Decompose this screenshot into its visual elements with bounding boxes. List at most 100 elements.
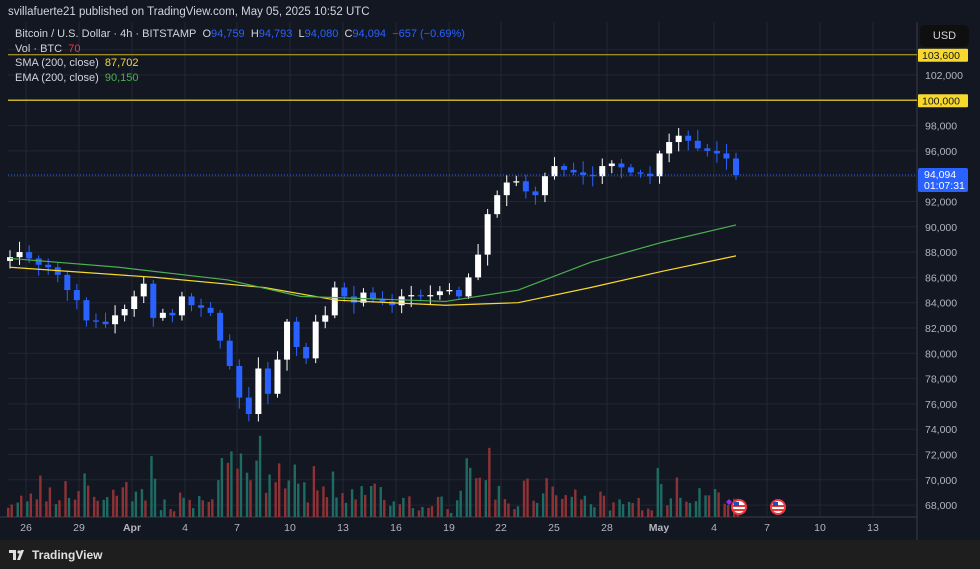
candle-body [494, 195, 501, 215]
volume-bar [469, 467, 472, 517]
volume-bar [694, 501, 698, 517]
volume-bar [277, 463, 281, 517]
volume-bar [436, 496, 440, 517]
price-chart[interactable]: 102,000 98,000 96,000 92,000 90,000 88,000 86,… [0, 22, 980, 540]
candle-body [102, 321, 109, 325]
time-axis-label: 10 [814, 522, 826, 534]
volume-bar [48, 487, 52, 517]
volume-bar [618, 499, 621, 517]
candle-body [312, 321, 319, 359]
candle-body [64, 274, 71, 291]
price-axis-label: 68,000 [925, 500, 957, 512]
volume-bar [392, 501, 396, 517]
volume-bar [268, 474, 271, 517]
price-axis-label: 96,000 [925, 146, 957, 158]
volume-bar [153, 478, 157, 517]
candle-body [599, 166, 606, 177]
volume-bar [688, 502, 692, 517]
candle-body [704, 148, 711, 151]
volume-bar [306, 502, 310, 517]
volume-bar [621, 504, 625, 517]
volume-bar [341, 493, 344, 517]
candle-body [303, 346, 310, 359]
volume-bar [627, 501, 631, 517]
candle-body [112, 315, 119, 325]
candle-body [561, 166, 568, 170]
time-axis-label: 16 [390, 522, 402, 534]
candle-body [236, 365, 243, 398]
volume-bar [599, 491, 602, 517]
volume-label: Vol · BTC [15, 43, 63, 55]
price-axis-label: 76,000 [925, 399, 957, 411]
candle-body [293, 321, 300, 347]
time-axis-label: May [649, 522, 670, 534]
candle-body [733, 158, 739, 176]
volume-bar [513, 509, 516, 517]
time-axis-label: 25 [548, 522, 560, 534]
tradingview-logo-icon [9, 549, 24, 560]
time-axis-label: 4 [711, 522, 717, 534]
volume-legend: Vol · BTC 70 [15, 43, 80, 55]
candle-body [264, 368, 271, 394]
candle-body [532, 191, 539, 196]
volume-bar [545, 478, 548, 517]
volume-bar [612, 502, 615, 517]
volume-bar [631, 503, 634, 517]
time-axis-label: 19 [443, 522, 455, 534]
candle-body [570, 169, 577, 173]
volume-bar [201, 500, 204, 517]
candle-body [618, 163, 625, 168]
candle-body [341, 287, 348, 297]
candle-body [360, 292, 367, 303]
volume-bar [660, 484, 663, 517]
time-axis-label: 13 [867, 522, 879, 534]
volume-bar [83, 473, 86, 517]
candle-body [350, 296, 357, 303]
volume-bar [666, 505, 669, 517]
volume-bar [373, 483, 376, 517]
candle-body [503, 182, 510, 196]
candle-body [427, 295, 434, 297]
volume-bar [526, 478, 529, 517]
volume-bar [335, 497, 338, 517]
candle-body [417, 295, 424, 297]
volume-bar [325, 497, 329, 517]
candle-body [35, 258, 42, 265]
volume-bar [54, 504, 58, 517]
candle-body [255, 368, 262, 415]
currency-button[interactable]: USD [920, 25, 969, 47]
volume-bar [140, 489, 144, 517]
volume-bar [564, 495, 567, 517]
candle-body [131, 296, 138, 310]
volume-bar [230, 451, 233, 517]
volume-bar [580, 499, 583, 517]
volume-bar [354, 499, 357, 517]
volume-bar [551, 486, 554, 517]
volume-bar [150, 456, 153, 517]
volume-bar [593, 507, 596, 517]
time-axis-label: 22 [495, 522, 507, 534]
volume-bar [522, 480, 526, 517]
candle-body [589, 174, 596, 177]
volume-bar [20, 495, 23, 517]
chart-canvas[interactable]: 102,000 98,000 96,000 92,000 90,000 88,000 86,… [0, 22, 980, 540]
volume-bar [570, 496, 574, 517]
volume-bar [583, 495, 587, 517]
volume-bar [408, 496, 411, 517]
symbol-legend: Bitcoin / U.S. Dollar · 4h · BITSTAMP O9… [15, 28, 465, 40]
ema-label: EMA (200, close) [15, 72, 99, 84]
candle-body [446, 290, 453, 292]
volume-bar [360, 486, 363, 517]
volume-bar [363, 494, 367, 517]
time-axis-label: 10 [284, 522, 296, 534]
volume-bar [640, 510, 644, 517]
volume-bar [64, 481, 67, 517]
time-axis-label: Apr [123, 522, 141, 534]
price-axis-label: 78,000 [925, 374, 957, 386]
candle-body [274, 359, 281, 394]
us-flag-event-icon [770, 499, 786, 515]
time-axis-label: 4 [182, 522, 188, 534]
volume-bar [102, 499, 105, 517]
price-axis-label: 80,000 [925, 348, 957, 360]
volume-bar [159, 510, 163, 517]
